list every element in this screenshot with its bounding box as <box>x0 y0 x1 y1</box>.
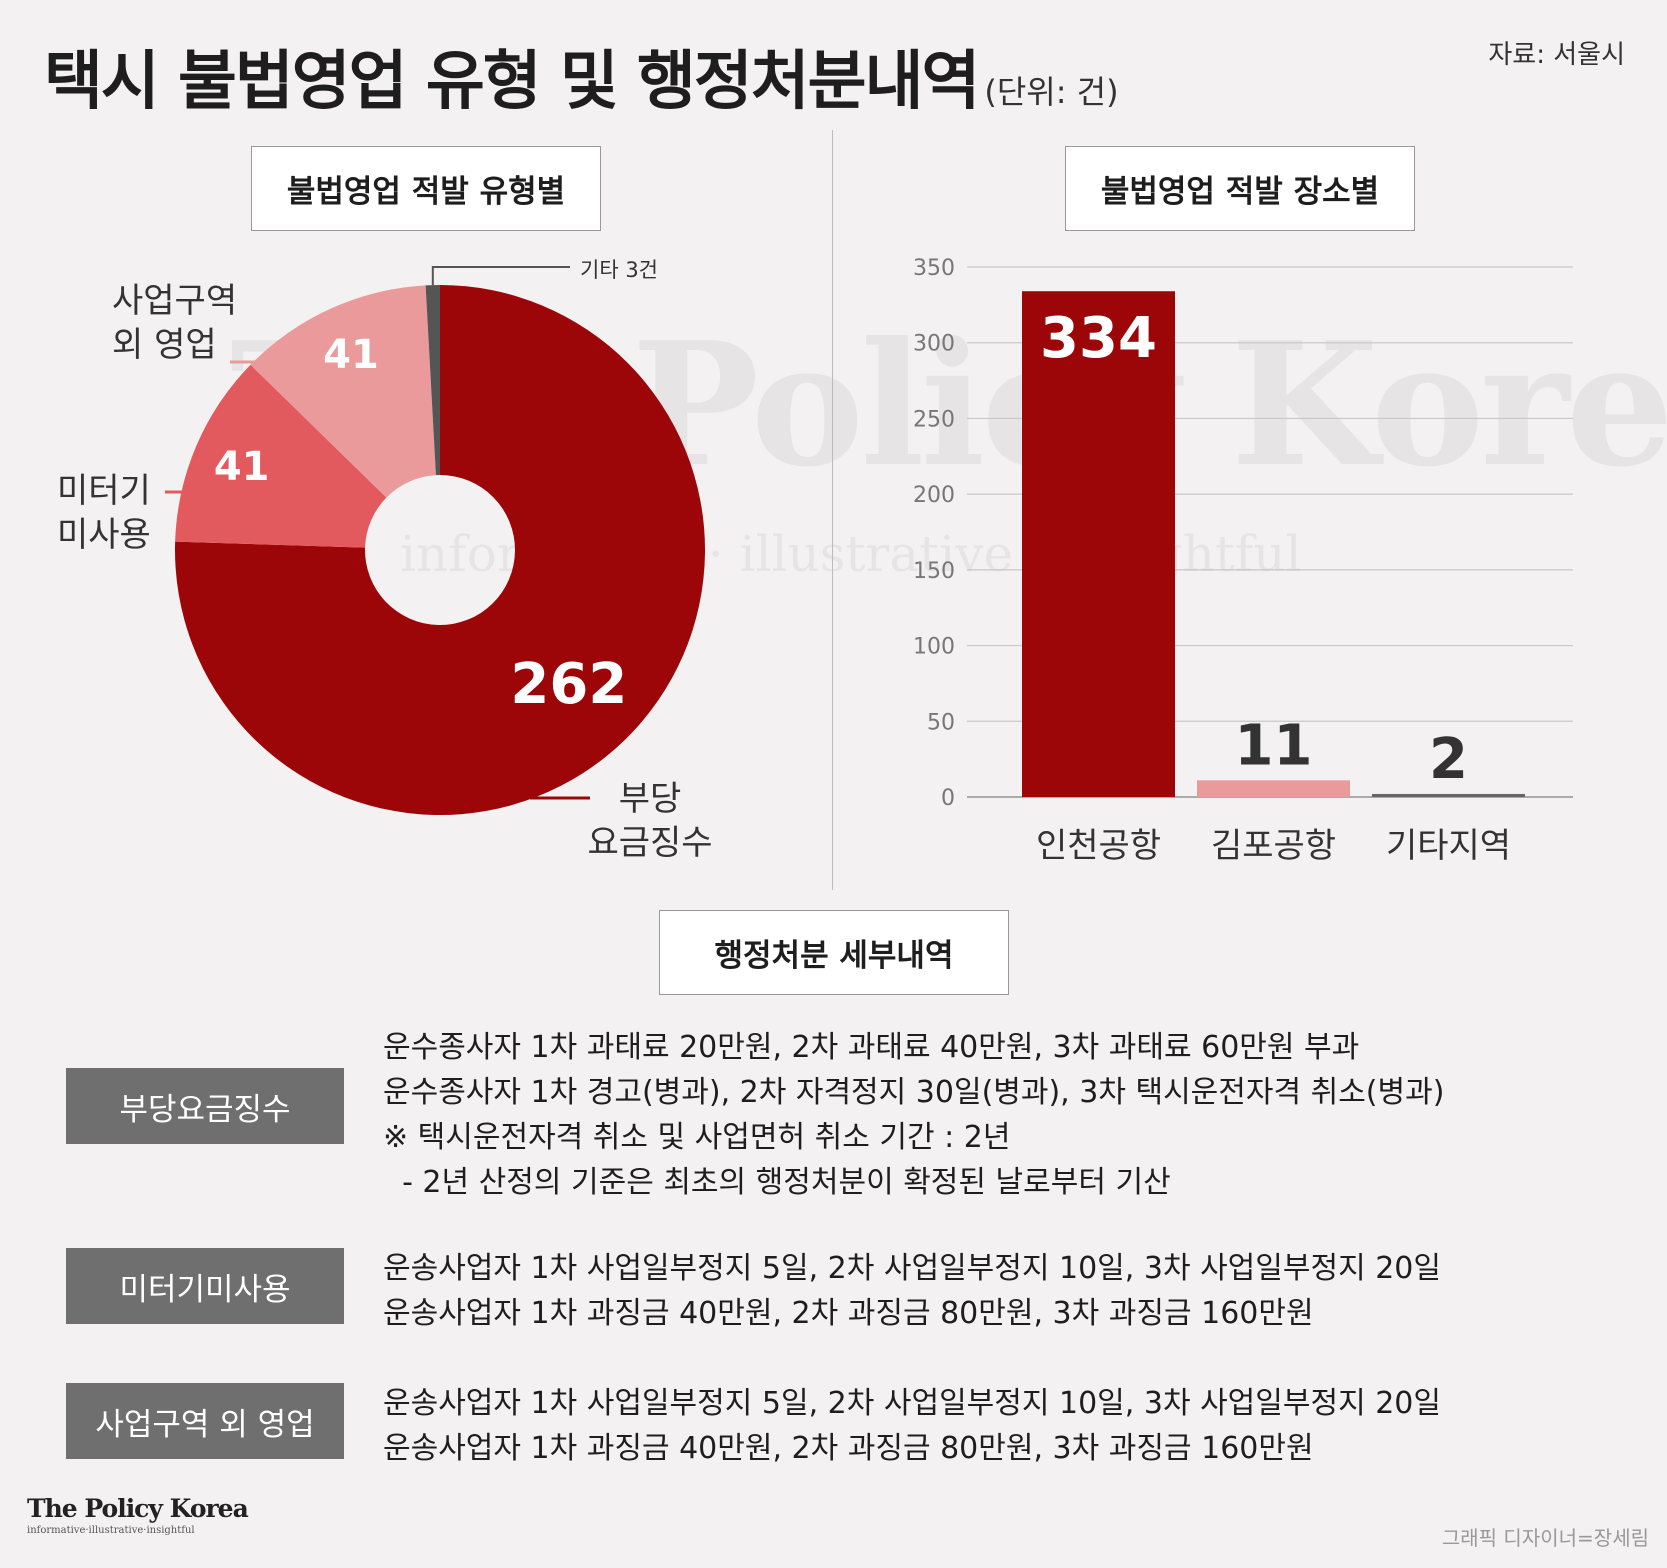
title-text: 택시 불법영업 유형 및 행정처분내역 <box>44 45 980 119</box>
detail-line: 운송사업자 1차 사업일부정지 5일, 2차 사업일부정지 10일, 3차 사업… <box>383 1386 1441 1421</box>
detail-line: 운송사업자 1차 사업일부정지 5일, 2차 사업일부정지 10일, 3차 사업… <box>383 1251 1441 1286</box>
detail-text-no-meter: 운송사업자 1차 사업일부정지 5일, 2차 사업일부정지 10일, 3차 사업… <box>383 1246 1441 1336</box>
donut-slice <box>425 285 440 476</box>
page-title: 택시 불법영업 유형 및 행정처분내역 (단위: 건) <box>44 30 1119 122</box>
donut-value-label: 41 <box>214 444 270 490</box>
x-category-label: 김포공항 <box>1211 826 1336 866</box>
bar-value-labels: 334 11 2 <box>1040 306 1468 792</box>
donut-slice <box>250 285 436 498</box>
bar-value-label: 334 <box>1040 306 1157 371</box>
donut-chart: 기타 3건 262 41 41 부당 요금징수 미터기 미사용 사업구역 외 영업 <box>57 258 713 863</box>
detail-text-overcharge: 운수종사자 1차 과태료 20만원, 2차 과태료 40만원, 3차 과태료 6… <box>383 1025 1444 1205</box>
y-tick-label: 0 <box>941 786 955 811</box>
bar <box>1197 780 1350 797</box>
bar-section-header: 불법영업 적발 장소별 <box>1065 146 1415 231</box>
y-tick-label: 250 <box>913 407 955 432</box>
donut-leader-lines <box>165 266 590 800</box>
donut-category-label: 부당 요금징수 <box>587 779 712 863</box>
detail-text-outside-zone: 운송사업자 1차 사업일부정지 5일, 2차 사업일부정지 10일, 3차 사업… <box>383 1381 1441 1471</box>
donut-value-label: 41 <box>323 332 379 378</box>
y-tick-label: 50 <box>927 710 955 735</box>
x-category-label: 기타지역 <box>1386 826 1511 866</box>
source-label: 자료: 서울시 <box>1488 40 1625 70</box>
donut-value-label: 262 <box>510 652 627 717</box>
donut-slices <box>174 285 705 815</box>
donut-slice <box>175 364 387 548</box>
logo-tagline: informative·illustrative·insightful <box>27 1525 195 1536</box>
bar-chart: 0 50 100 150 200 250 300 350 334 11 2 인천공항 김포공항 기타지… <box>913 256 1573 866</box>
donut-section-header: 불법영업 적발 유형별 <box>251 146 601 231</box>
y-tick-label: 300 <box>913 332 955 357</box>
section-divider <box>832 130 833 890</box>
detail-line: 운수종사자 1차 경고(병과), 2차 자격정지 30일(병과), 3차 택시운… <box>383 1075 1445 1110</box>
donut-value-labels: 262 41 41 <box>214 332 627 717</box>
donut-label-other: 기타 3건 <box>580 258 658 282</box>
bar-bars <box>1022 291 1525 797</box>
bar-y-axis: 0 50 100 150 200 250 300 350 <box>913 256 955 811</box>
detail-line: 운송사업자 1차 과징금 40만원, 2차 과징금 80만원, 3차 과징금 1… <box>383 1296 1314 1331</box>
category-box-overcharge: 부당요금징수 <box>66 1068 344 1144</box>
donut-category-labels: 부당 요금징수 미터기 미사용 사업구역 외 영업 <box>57 281 713 863</box>
category-box-no-meter: 미터기미사용 <box>66 1248 344 1324</box>
leader-line-other <box>431 266 570 286</box>
bar-value-label: 11 <box>1235 713 1313 778</box>
y-tick-label: 100 <box>913 635 955 660</box>
credit-label: 그래픽 디자이너=장세림 <box>1441 1526 1649 1550</box>
bar-value-label: 2 <box>1429 727 1468 792</box>
bar-x-axis: 인천공항 김포공항 기타지역 <box>1036 826 1511 866</box>
donut-slice <box>174 285 705 815</box>
bar <box>1372 793 1525 797</box>
logo: The Policy Korea informative·illustrativ… <box>27 1494 249 1536</box>
y-tick-label: 200 <box>913 483 955 508</box>
category-box-outside-zone: 사업구역 외 영업 <box>66 1383 344 1459</box>
donut-category-label: 사업구역 외 영업 <box>112 281 237 365</box>
logo-text: The Policy Korea <box>27 1494 249 1523</box>
y-tick-label: 350 <box>913 256 955 281</box>
detail-line: 운수종사자 1차 과태료 20만원, 2차 과태료 40만원, 3차 과태료 6… <box>383 1030 1360 1065</box>
detail-section-header: 행정처분 세부내역 <box>659 910 1009 995</box>
detail-line: ※ 택시운전자격 취소 및 사업면허 취소 기간 : 2년 <box>383 1120 1011 1155</box>
unit-label: (단위: 건) <box>984 73 1119 111</box>
donut-category-label: 미터기 미사용 <box>57 471 151 555</box>
detail-line: 운송사업자 1차 과징금 40만원, 2차 과징금 80만원, 3차 과징금 1… <box>383 1431 1314 1466</box>
x-category-label: 인천공항 <box>1036 826 1161 866</box>
bar <box>1022 291 1175 797</box>
detail-line: - 2년 산정의 기준은 최초의 행정처분이 확정된 날로부터 기산 <box>383 1165 1171 1200</box>
y-tick-label: 150 <box>913 559 955 584</box>
